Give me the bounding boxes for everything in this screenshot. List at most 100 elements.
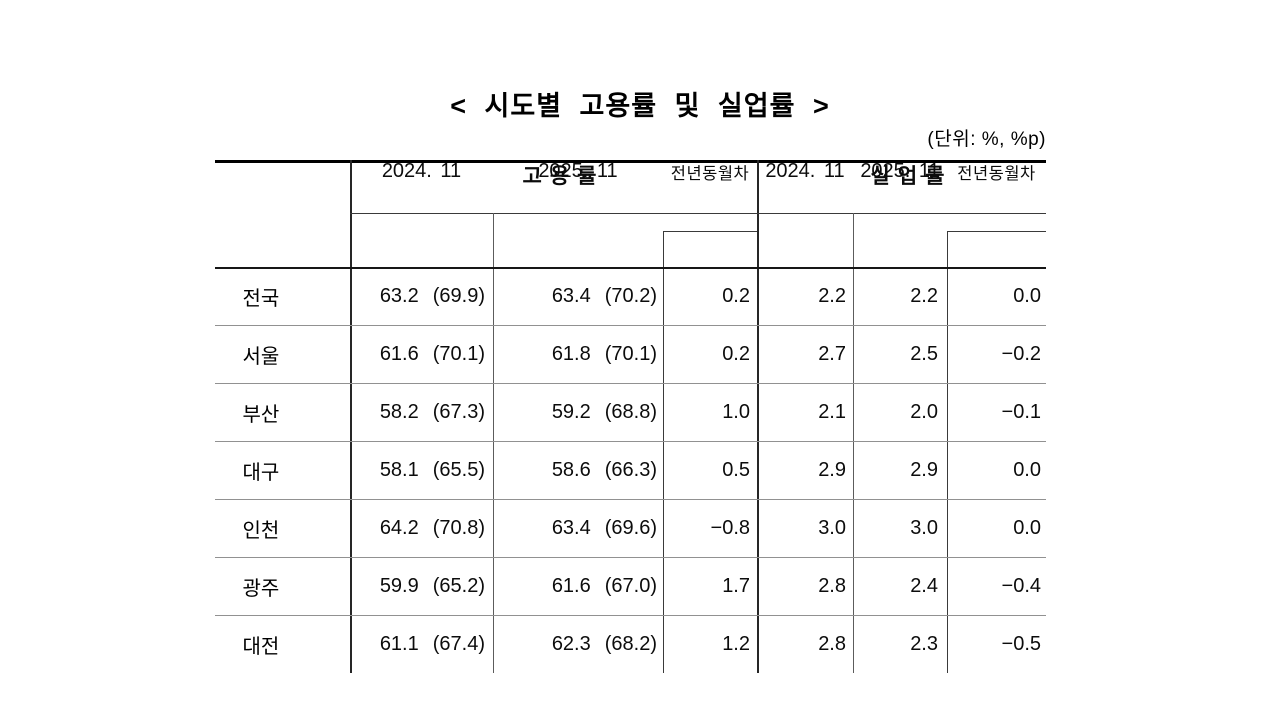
value: 58.6 <box>551 458 591 481</box>
table-row: 인천 64.2 (70.8) 63.4 (69.6) −0.8 3.0 3.0 0.… <box>215 499 1046 557</box>
unemp-2025-cell: 2.4 <box>910 574 938 597</box>
region-cell: 서울 <box>215 325 350 383</box>
table-row: 광주 59.9 (65.2) 61.6 (67.0) 1.7 2.8 2.4 −0.… <box>215 557 1046 615</box>
region-cell: 부산 <box>215 383 350 441</box>
unemp-diff-cell: 0.0 <box>1013 516 1041 539</box>
row-separator <box>215 383 1046 384</box>
unemp-diff-cell: −0.1 <box>1001 400 1041 423</box>
emp-2025-cell: 58.6 (66.3) <box>493 441 663 499</box>
paren-value: (67.4) <box>432 632 485 655</box>
value: 61.6 <box>551 574 591 597</box>
paren-value: (70.1) <box>432 342 485 365</box>
subheader-unemp-2025-11: 2025. 11 <box>860 160 940 182</box>
unemp-2024-cell: 2.7 <box>818 342 846 365</box>
unemp-2025-cell: 2.3 <box>910 632 938 655</box>
region-label: 부산 <box>242 403 280 426</box>
emp-2024-cell: 64.2 (70.8) <box>350 499 493 557</box>
emp-diff-cell: 1.2 <box>722 632 750 655</box>
row-separator <box>215 499 1046 500</box>
emp-2024-cell: 63.2 (69.9) <box>350 267 493 325</box>
emp-diff-cell: 1.0 <box>722 400 750 423</box>
region-label: 대전 <box>242 635 280 658</box>
value: 63.2 <box>379 284 419 307</box>
row-separator <box>215 441 1046 442</box>
row-separator <box>215 557 1046 558</box>
unemp-2025-cell: 3.0 <box>910 516 938 539</box>
unemp-2025-cell: 2.5 <box>910 342 938 365</box>
paren-value: (70.1) <box>604 342 657 365</box>
column-divider <box>853 213 854 673</box>
value: 61.8 <box>551 342 591 365</box>
unemp-2024-cell: 2.9 <box>818 458 846 481</box>
table-row: 부산 58.2 (67.3) 59.2 (68.8) 1.0 2.1 2.0 −0.… <box>215 383 1046 441</box>
unemp-diff-cell: 0.0 <box>1013 284 1041 307</box>
value: 64.2 <box>379 516 419 539</box>
emp-diff-cell: 0.2 <box>722 284 750 307</box>
emp-diff-cell: 0.5 <box>722 458 750 481</box>
value: 58.2 <box>379 400 419 423</box>
emp-diff-cell: −0.8 <box>710 516 750 539</box>
subheader-unemp-yoy-diff: 전년동월차 <box>957 165 1036 183</box>
unemp-2025-cell: 2.2 <box>910 284 938 307</box>
value: 59.9 <box>379 574 419 597</box>
unemp-2024-cell: 3.0 <box>818 516 846 539</box>
table-row: 전국 63.2 (69.9) 63.4 (70.2) 0.2 2.2 2.2 0.0 <box>215 267 1046 325</box>
unemp-2024-cell: 2.2 <box>818 284 846 307</box>
subheader-emp-2025-11: 2025. 11 <box>538 160 618 182</box>
unemp-diff-cell: −0.2 <box>1001 342 1041 365</box>
value: 58.1 <box>379 458 419 481</box>
diff-column-divider <box>947 231 948 673</box>
paren-value: (65.5) <box>432 458 485 481</box>
table-top-border <box>215 160 1046 163</box>
emp-2024-cell: 58.1 (65.5) <box>350 441 493 499</box>
paren-value: (67.3) <box>432 400 485 423</box>
emp-2024-cell: 61.1 (67.4) <box>350 615 493 673</box>
section-divider <box>757 160 759 673</box>
value: 62.3 <box>551 632 591 655</box>
unemp-2025-cell: 2.0 <box>910 400 938 423</box>
region-cell: 전국 <box>215 267 350 325</box>
table-row: 서울 61.6 (70.1) 61.8 (70.1) 0.2 2.7 2.5 −0.… <box>215 325 1046 383</box>
region-cell: 광주 <box>215 557 350 615</box>
emp-2025-cell: 62.3 (68.2) <box>493 615 663 673</box>
paren-value: (69.9) <box>432 284 485 307</box>
column-group-employment-rate: 고용률 <box>522 165 605 188</box>
subheader-emp-2024-11: 2024. 11 <box>381 160 462 182</box>
table-row: 대구 58.1 (65.5) 58.6 (66.3) 0.5 2.9 2.9 0.0 <box>215 441 1046 499</box>
unemp-2024-cell: 2.8 <box>818 632 846 655</box>
label-column-divider <box>350 160 352 673</box>
paren-value: (68.8) <box>604 400 657 423</box>
region-label: 인천 <box>242 519 280 542</box>
value: 63.4 <box>551 284 591 307</box>
paren-value: (69.6) <box>604 516 657 539</box>
unemp-diff-cell: −0.4 <box>1001 574 1041 597</box>
emp-2025-cell: 59.2 (68.8) <box>493 383 663 441</box>
paren-value: (68.2) <box>604 632 657 655</box>
paren-value: (65.2) <box>432 574 485 597</box>
region-label: 서울 <box>242 345 280 368</box>
unemp-diff-cell: 0.0 <box>1013 458 1041 481</box>
row-separator <box>215 615 1046 616</box>
document-title: < 시도별 고용률 및 실업률 > <box>450 91 830 121</box>
region-cell: 대구 <box>215 441 350 499</box>
regional-stats-table: 고용률 실업률 2024. 11 2025. 11 전년동월차 2024. 11… <box>215 160 1046 673</box>
region-label: 전국 <box>242 287 280 310</box>
value: 61.6 <box>379 342 419 365</box>
unemp-diff-cell: −0.5 <box>1001 632 1041 655</box>
emp-2025-cell: 63.4 (70.2) <box>493 267 663 325</box>
region-label: 대구 <box>242 461 280 484</box>
unemp-2024-cell: 2.8 <box>818 574 846 597</box>
subheader-emp-yoy-diff: 전년동월차 <box>670 165 750 183</box>
diff-column-divider <box>663 231 664 673</box>
region-cell: 인천 <box>215 499 350 557</box>
diff-header-box-top <box>947 231 1046 232</box>
emp-2024-cell: 61.6 (70.1) <box>350 325 493 383</box>
emp-diff-cell: 0.2 <box>722 342 750 365</box>
paren-value: (70.8) <box>432 516 485 539</box>
emp-2025-cell: 61.8 (70.1) <box>493 325 663 383</box>
unit-note: (단위: %, %p) <box>927 129 1046 150</box>
group-header-underline <box>350 213 1046 214</box>
paren-value: (66.3) <box>604 458 657 481</box>
